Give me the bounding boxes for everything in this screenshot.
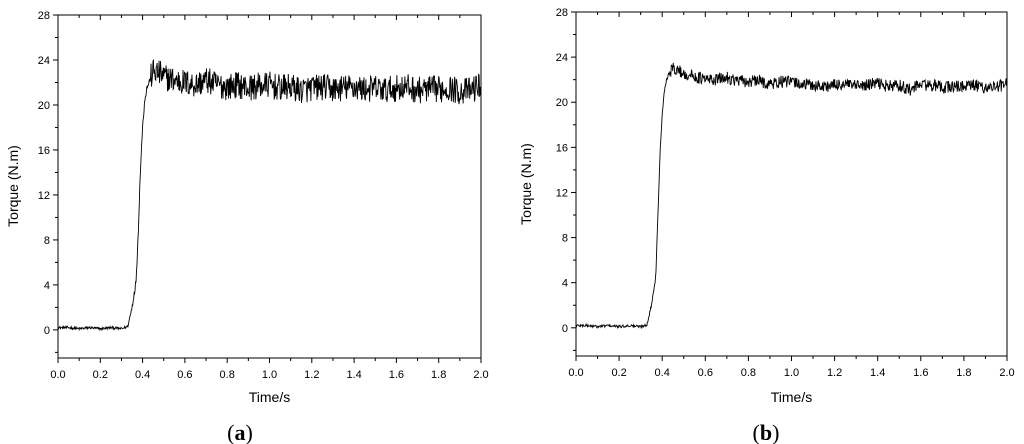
y-tick-label: 28 [38, 10, 50, 22]
x-tick-label: 0.0 [568, 367, 583, 379]
y-axis-title: Torque (N.m) [518, 143, 534, 225]
x-tick-label: 0.4 [135, 369, 150, 381]
y-tick-label: 12 [38, 190, 50, 202]
y-tick-label: 4 [44, 280, 50, 292]
x-tick-label: 1.4 [346, 369, 361, 381]
y-tick-label: 16 [556, 142, 568, 154]
x-tick-label: 1.2 [304, 369, 319, 381]
x-tick-label: 0.8 [220, 369, 235, 381]
y-tick-label: 16 [38, 145, 50, 157]
panel-label-a: (a) [227, 420, 253, 444]
x-tick-label: 2.0 [473, 369, 488, 381]
y-tick-label: 8 [44, 235, 50, 247]
x-tick-label: 0.2 [93, 369, 108, 381]
chart-panel-b: 0.0 0.2 0.4 0.6 0.8 1.0 1.2 1.4 1.6 1.8 2.0 0 4 8 12 1… [518, 7, 1015, 444]
y-tick-label: 4 [562, 278, 568, 290]
open-paren: ( [227, 420, 234, 444]
panel-letter: b [760, 420, 772, 444]
plot-frame [575, 11, 1008, 357]
y-axis-ticks: 0 4 8 12 16 20 24 28 [556, 7, 576, 351]
series-line [575, 62, 1008, 330]
x-tick-label: 1.0 [784, 367, 799, 379]
open-paren: ( [753, 420, 760, 444]
y-tick-label: 24 [38, 55, 50, 67]
y-tick-label: 8 [562, 233, 568, 245]
y-tick-label: 0 [44, 325, 50, 337]
y-tick-label: 20 [38, 100, 50, 112]
x-tick-label: 1.8 [956, 367, 971, 379]
x-tick-label: 0.0 [50, 369, 65, 381]
x-tick-label: 1.4 [870, 367, 885, 379]
x-tick-label: 1.6 [913, 367, 928, 379]
panel-label-b: (b) [753, 420, 780, 444]
x-axis-title: Time/s [771, 389, 812, 405]
y-axis-ticks: 0 4 8 12 16 20 24 28 [38, 10, 58, 353]
y-tick-label: 20 [556, 97, 568, 109]
series-line [57, 59, 482, 332]
x-axis-ticks: 0.0 0.2 0.4 0.6 0.8 1.0 1.2 1.4 1.6 1.8 2.0 [50, 15, 489, 381]
close-paren: ) [772, 420, 779, 444]
x-tick-label: 0.8 [741, 367, 756, 379]
x-tick-label: 1.6 [389, 369, 404, 381]
x-tick-label: 2.0 [999, 367, 1014, 379]
x-tick-label: 1.2 [827, 367, 842, 379]
plot-frame [57, 14, 482, 359]
y-tick-label: 24 [556, 52, 568, 64]
x-tick-label: 0.6 [698, 367, 713, 379]
chart-panel-a: 0.0 0.2 0.4 0.6 0.8 1.0 1.2 1.4 1.6 1.8 2.0 0 4 8 12 1… [5, 10, 489, 444]
x-tick-label: 0.4 [655, 367, 670, 379]
x-axis-ticks: 0.0 0.2 0.4 0.6 0.8 1.0 1.2 1.4 1.6 1.8 2.0 [568, 12, 1015, 379]
x-axis-title: Time/s [249, 389, 290, 405]
x-tick-label: 0.2 [611, 367, 626, 379]
y-tick-label: 0 [562, 323, 568, 335]
y-tick-label: 28 [556, 7, 568, 19]
panel-letter: a [235, 420, 246, 444]
close-paren: ) [246, 420, 253, 444]
x-tick-label: 1.8 [431, 369, 446, 381]
x-tick-label: 0.6 [177, 369, 192, 381]
y-tick-label: 12 [556, 187, 568, 199]
x-tick-label: 1.0 [262, 369, 277, 381]
y-axis-title: Torque (N.m) [5, 145, 21, 227]
